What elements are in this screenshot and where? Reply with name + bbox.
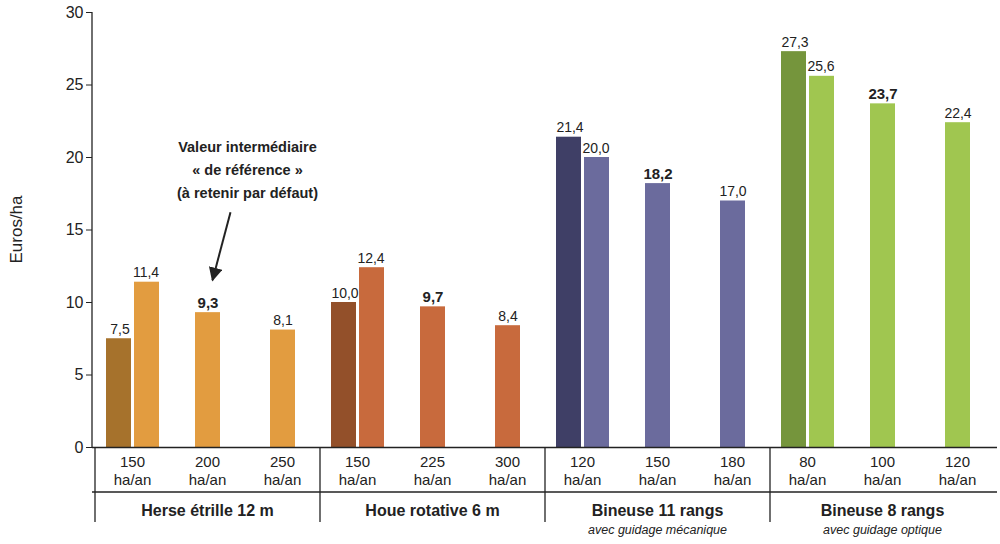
svg-text:Bineuse 8 rangs: Bineuse 8 rangs — [821, 502, 945, 519]
svg-text:23,7: 23,7 — [868, 85, 897, 102]
svg-text:180ha/an: 180ha/an — [714, 453, 752, 488]
svg-text:22,4: 22,4 — [944, 105, 971, 121]
svg-text:120ha/an: 120ha/an — [564, 453, 602, 488]
svg-text:20: 20 — [66, 149, 84, 166]
svg-text:8,4: 8,4 — [498, 308, 518, 324]
svg-text:25,6: 25,6 — [807, 58, 834, 74]
svg-text:Bineuse 11 rangs: Bineuse 11 rangs — [592, 502, 724, 519]
svg-text:9,7: 9,7 — [423, 288, 444, 305]
svg-text:9,3: 9,3 — [198, 294, 219, 311]
svg-text:100ha/an: 100ha/an — [864, 453, 902, 488]
svg-text:250ha/an: 250ha/an — [264, 453, 302, 488]
svg-text:Valeur intermédiaire« de référ: Valeur intermédiaire« de référence »(à r… — [177, 139, 318, 201]
svg-text:150ha/an: 150ha/an — [639, 453, 677, 488]
svg-text:17,0: 17,0 — [719, 183, 746, 199]
svg-text:11,4: 11,4 — [133, 264, 159, 280]
svg-text:0: 0 — [75, 439, 84, 456]
svg-text:8,1: 8,1 — [273, 312, 293, 328]
svg-text:avec guidage mécanique: avec guidage mécanique — [588, 523, 727, 537]
svg-text:225ha/an: 225ha/an — [414, 453, 452, 488]
svg-text:30: 30 — [66, 4, 84, 21]
svg-text:Herse étrille 12 m: Herse étrille 12 m — [141, 502, 274, 519]
svg-text:12,4: 12,4 — [357, 250, 384, 266]
svg-text:7,5: 7,5 — [110, 321, 130, 337]
svg-text:150ha/an: 150ha/an — [339, 453, 377, 488]
svg-text:27,3: 27,3 — [781, 34, 808, 50]
svg-text:25: 25 — [66, 76, 84, 93]
svg-text:150ha/an: 150ha/an — [114, 453, 152, 488]
svg-text:20,0: 20,0 — [582, 140, 609, 156]
svg-text:200ha/an: 200ha/an — [189, 453, 227, 488]
svg-text:21,4: 21,4 — [556, 119, 583, 135]
svg-text:15: 15 — [66, 221, 84, 238]
svg-text:300ha/an: 300ha/an — [489, 453, 527, 488]
svg-text:10,0: 10,0 — [331, 285, 358, 301]
svg-text:120ha/an: 120ha/an — [939, 453, 977, 488]
svg-text:80ha/an: 80ha/an — [789, 453, 827, 488]
svg-text:18,2: 18,2 — [643, 165, 672, 182]
svg-text:Houe rotative 6 m: Houe rotative 6 m — [365, 502, 499, 519]
svg-text:avec guidage optique: avec guidage optique — [823, 523, 942, 537]
svg-text:5: 5 — [75, 366, 84, 383]
svg-text:Euros/ha: Euros/ha — [7, 195, 26, 264]
svg-text:10: 10 — [66, 294, 84, 311]
